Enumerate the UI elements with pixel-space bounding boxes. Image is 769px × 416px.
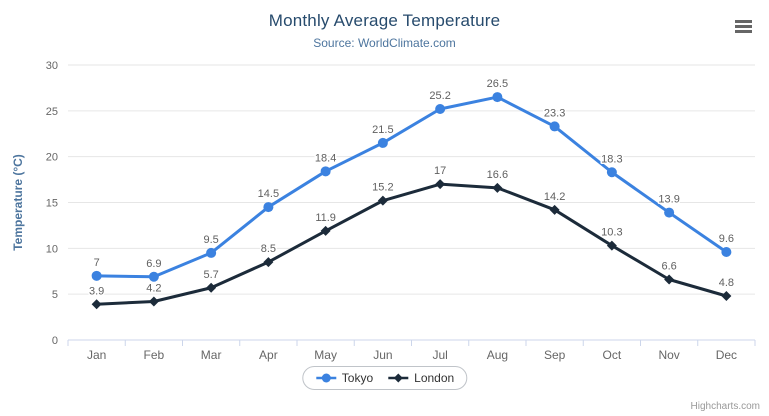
chart-subtitle: Source: WorldClimate.com [313, 36, 456, 50]
data-label: 7 [94, 257, 100, 269]
data-point-marker-tokyo[interactable] [549, 121, 560, 132]
data-label: 18.4 [315, 152, 336, 164]
data-label: 17 [434, 165, 446, 177]
data-label: 3.9 [89, 285, 104, 297]
data-point-marker-london[interactable] [549, 204, 560, 215]
credits-link[interactable]: Highcharts.com [690, 401, 760, 412]
chart-title: Monthly Average Temperature [268, 11, 501, 30]
data-point-marker-london[interactable] [435, 179, 446, 190]
data-point-marker-tokyo[interactable] [721, 247, 732, 257]
data-point-marker-tokyo[interactable] [320, 166, 331, 177]
data-label: 15.2 [372, 182, 393, 194]
data-label: 18.3 [601, 153, 622, 165]
y-axis-label: 5 [52, 289, 58, 301]
legend-label: London [414, 371, 455, 385]
data-label: 21.5 [372, 124, 393, 136]
data-point-marker-london[interactable] [664, 274, 675, 285]
x-axis-label: Aug [487, 348, 508, 362]
y-axis-label: 20 [46, 152, 58, 164]
y-axis-title: Temperature (°C) [11, 154, 25, 251]
x-axis-label: Jul [432, 348, 447, 362]
x-axis-label: Oct [603, 348, 622, 362]
data-point-marker-london[interactable] [263, 257, 274, 268]
diamond-marker-icon [388, 373, 409, 383]
data-point-marker-london[interactable] [206, 282, 217, 293]
data-label: 10.3 [601, 227, 622, 239]
legend-item-tokyo[interactable]: Tokyo [315, 371, 373, 385]
data-point-marker-tokyo[interactable] [377, 137, 388, 148]
y-axis-label: 25 [46, 106, 58, 118]
data-label: 25.2 [429, 90, 450, 102]
series-line-tokyo [95, 95, 728, 279]
y-axis-label: 30 [46, 60, 58, 72]
data-label: 6.6 [661, 261, 676, 273]
data-label: 9.5 [203, 234, 218, 246]
x-axis-label: Sep [544, 348, 566, 362]
data-label: 9.6 [719, 233, 734, 245]
data-point-marker-tokyo[interactable] [148, 271, 159, 282]
legend-label: Tokyo [341, 371, 374, 385]
x-axis-label: Jan [87, 348, 106, 362]
data-label: 6.9 [146, 258, 161, 270]
x-axis-label: Dec [716, 348, 737, 362]
y-axis-label: 15 [46, 198, 58, 210]
data-label: 8.5 [261, 243, 276, 255]
series-line-london [95, 182, 728, 306]
data-point-marker-london[interactable] [721, 291, 732, 301]
data-point-marker-london[interactable] [606, 240, 617, 251]
x-axis-label: Jun [373, 348, 392, 362]
circle-marker-icon [315, 373, 336, 383]
data-point-marker-tokyo[interactable] [492, 92, 503, 103]
data-point-marker-london[interactable] [320, 225, 331, 236]
data-point-marker-london[interactable] [377, 195, 388, 206]
x-axis-label: May [314, 348, 337, 362]
hamburger-icon [735, 20, 752, 23]
y-axis-label: 10 [46, 243, 58, 255]
x-axis-label: Nov [658, 348, 679, 362]
data-point-marker-london[interactable] [148, 296, 159, 307]
data-label: 11.9 [315, 212, 336, 224]
data-point-marker-tokyo[interactable] [664, 207, 675, 218]
hamburger-icon [735, 30, 752, 33]
data-point-marker-london[interactable] [91, 299, 102, 310]
x-axis-label: Apr [259, 348, 278, 362]
x-axis-label: Mar [201, 348, 222, 362]
legend-marker-symbol [321, 373, 331, 383]
data-point-marker-tokyo[interactable] [206, 247, 217, 258]
data-label: 16.6 [487, 169, 508, 181]
context-menu-button[interactable] [733, 18, 755, 35]
x-axis-label: Feb [144, 348, 165, 362]
legend-marker-symbol [393, 373, 403, 383]
data-point-marker-tokyo[interactable] [91, 270, 102, 281]
data-label: 14.2 [544, 191, 565, 203]
data-label: 4.2 [146, 283, 161, 295]
data-label: 13.9 [658, 194, 679, 206]
data-label: 14.5 [258, 188, 279, 200]
data-point-marker-tokyo[interactable] [606, 167, 617, 178]
data-point-marker-tokyo[interactable] [263, 202, 274, 213]
data-label: 5.7 [203, 269, 218, 281]
data-label: 4.8 [719, 277, 734, 289]
data-label: 23.3 [544, 107, 565, 119]
y-axis-label: 0 [52, 335, 58, 347]
data-label: 26.5 [487, 78, 508, 90]
data-point-marker-tokyo[interactable] [435, 104, 446, 114]
legend-item-london[interactable]: London [387, 371, 454, 385]
data-point-marker-london[interactable] [492, 182, 503, 193]
legend: Tokyo London [301, 366, 468, 390]
hamburger-icon [735, 25, 752, 28]
